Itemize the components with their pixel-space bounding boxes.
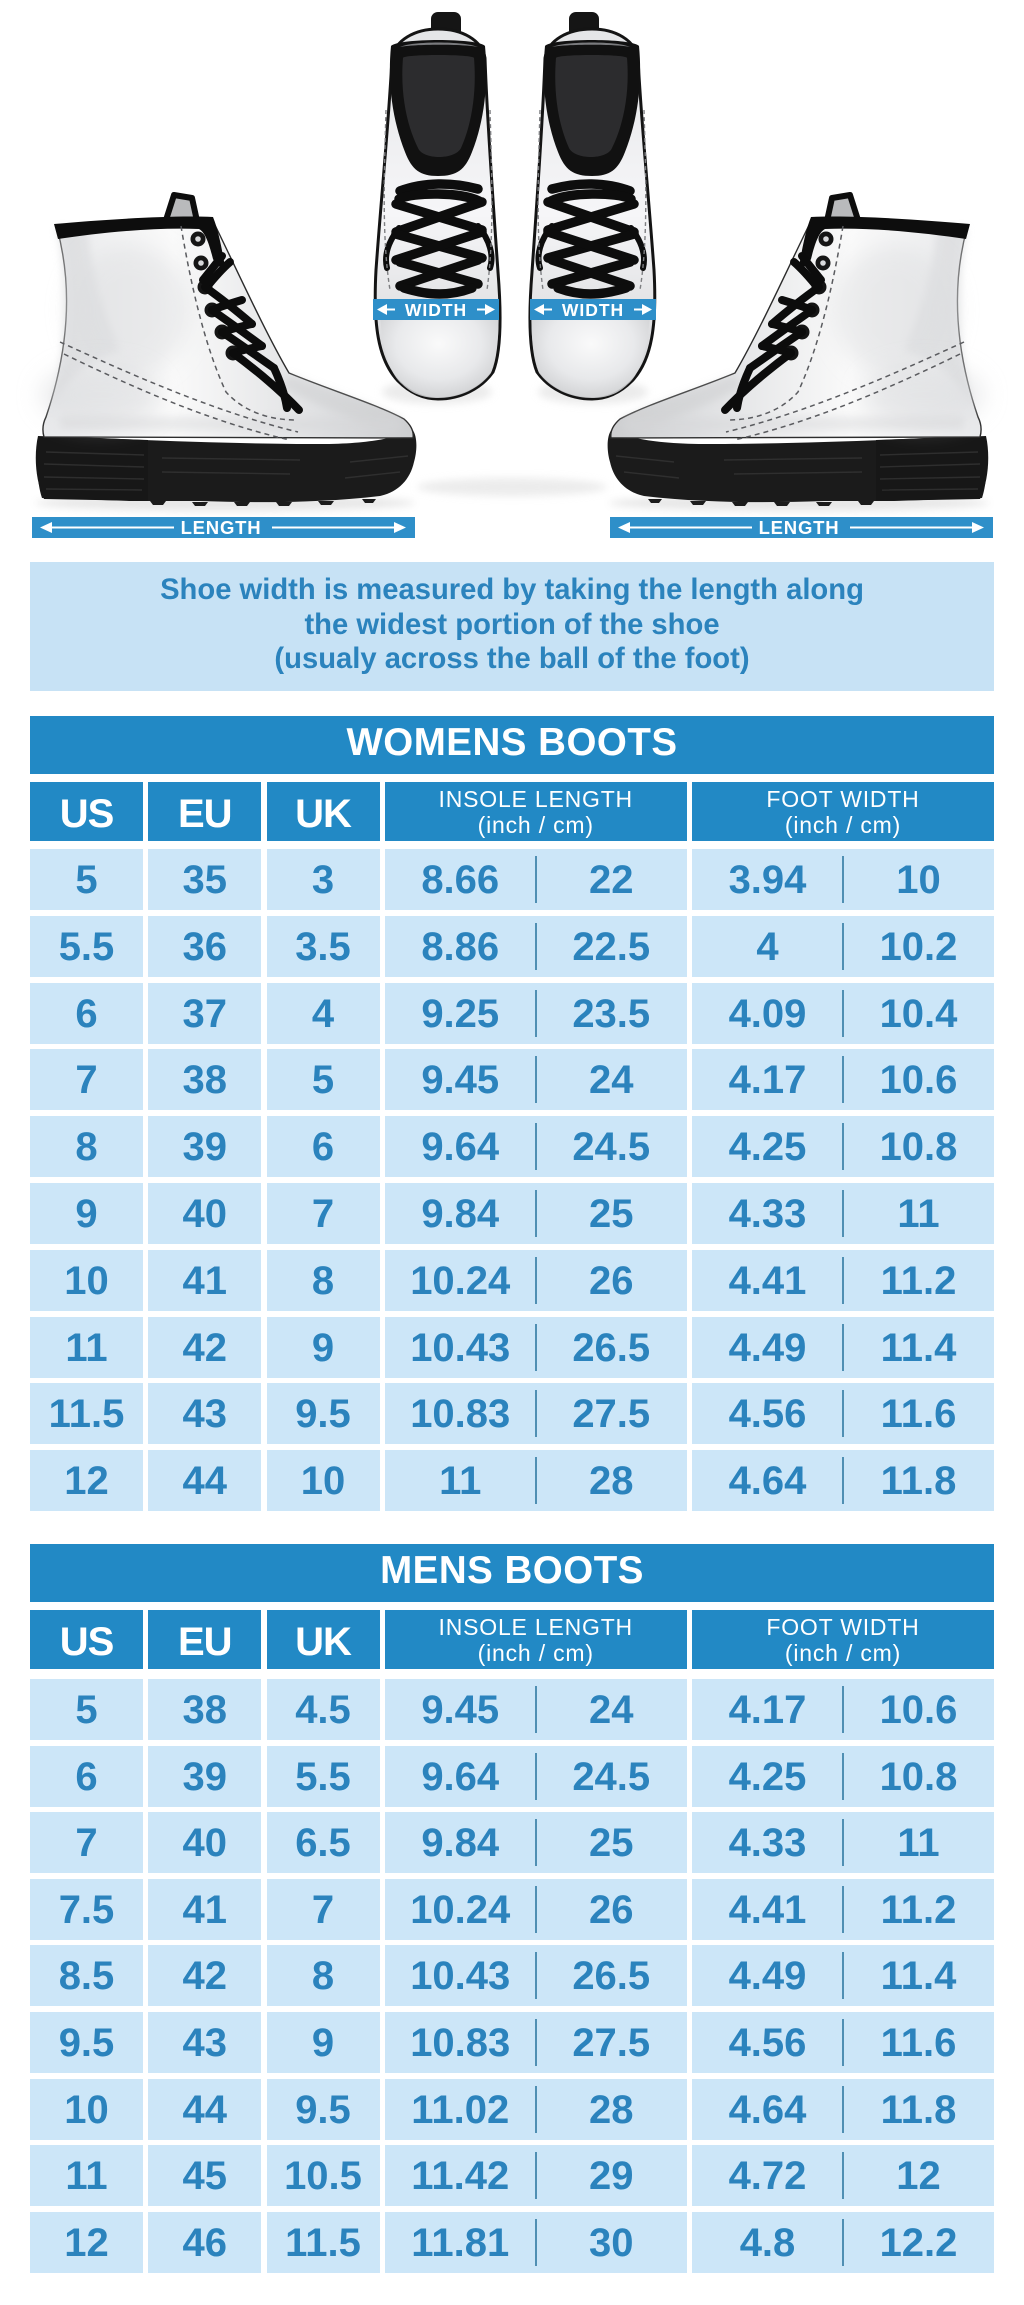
svg-text:LENGTH: LENGTH (181, 517, 262, 538)
svg-text:LENGTH: LENGTH (759, 517, 840, 538)
svg-text:WIDTH: WIDTH (562, 300, 624, 320)
svg-text:WIDTH: WIDTH (405, 300, 467, 320)
